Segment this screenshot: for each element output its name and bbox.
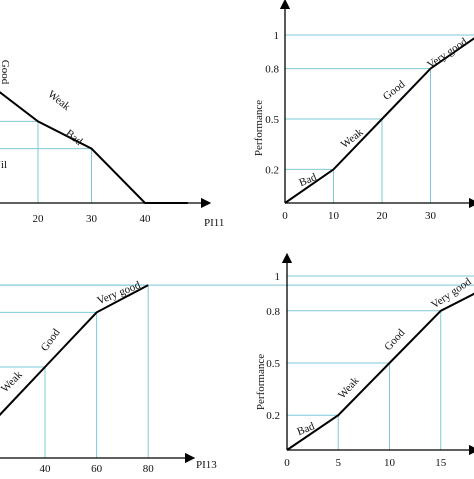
x-tick-label: 15 [435, 457, 447, 469]
segment-label: Weak [45, 88, 72, 113]
series-line [0, 81, 188, 203]
y-tick-label: 1 [275, 271, 281, 283]
x-tick-label: 20 [377, 210, 389, 222]
y-tick-label: 0.5 [265, 114, 279, 126]
segment-label: Nil [0, 159, 7, 171]
x-axis-label: PI13 [196, 459, 217, 471]
x-tick-label: 40 [40, 463, 52, 474]
chart-panel-top-left: 20 30 40 PI11 Good Weak Bad Nil [0, 60, 224, 229]
x-tick-label: 40 [140, 213, 152, 225]
y-tick-label: 0.8 [266, 306, 280, 318]
x-tick-label: 0 [282, 210, 288, 222]
x-tick-label: 20 [33, 213, 45, 225]
x-tick-label: 10 [384, 457, 396, 469]
segment-label: Bad [295, 420, 316, 438]
y-tick-label: 1 [274, 30, 280, 42]
x-tick-label: 5 [336, 457, 342, 469]
y-axis-label: Performance [253, 100, 265, 156]
y-tick-label: 0.2 [266, 410, 280, 422]
segment-label: Very good [96, 279, 143, 307]
segment-label: Weak [339, 126, 366, 151]
y-tick-label: 0.2 [265, 164, 279, 176]
x-tick-label: 30 [86, 213, 98, 225]
chart-panel-bottom-left: 20406080PI13WeakGoodVery good [0, 279, 474, 474]
y-tick-label: 0.5 [266, 358, 280, 370]
chart-panel-top-right: 0 10 20 30 0.2 0.5 0.8 1 Performance Bad Weak Good V… [253, 4, 474, 222]
x-tick-label: 80 [143, 463, 155, 474]
x-tick-label: 0 [284, 457, 290, 469]
y-tick-label: 0.8 [265, 64, 279, 76]
segment-label: Weak [336, 374, 362, 401]
segment-label: Good [381, 78, 408, 103]
x-tick-label: 10 [328, 210, 340, 222]
series-line [287, 285, 474, 450]
segment-label: Good [0, 60, 11, 85]
segment-label: Good [39, 326, 63, 353]
x-axis-label: PI11 [204, 217, 224, 229]
segment-label: Bad [63, 127, 85, 148]
segment-label: Very good [425, 36, 470, 72]
segment-label: Bad [297, 171, 318, 189]
y-axis-label: Performance [255, 354, 267, 410]
x-tick-label: 60 [91, 463, 103, 474]
series-line [0, 285, 148, 422]
x-tick-label: 30 [425, 210, 437, 222]
